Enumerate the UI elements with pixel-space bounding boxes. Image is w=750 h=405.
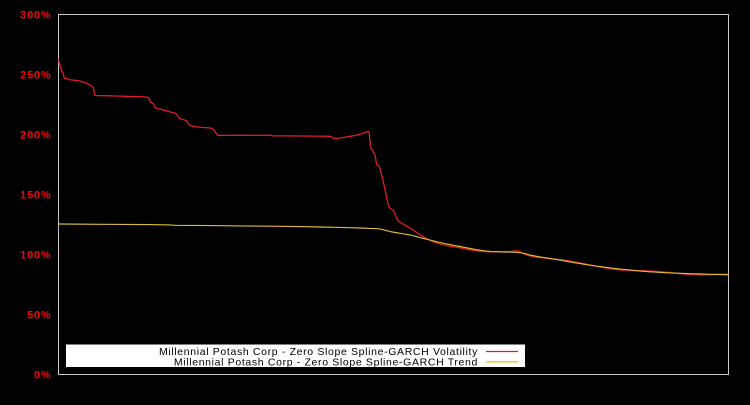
svg-text:0%: 0% [34,370,52,382]
svg-text:300%: 300% [20,10,51,22]
svg-text:100%: 100% [20,250,51,262]
svg-text:250%: 250% [20,70,51,82]
svg-text:Millennial Potash Corp - Zero: Millennial Potash Corp - Zero Slope Spli… [159,346,478,358]
svg-text:200%: 200% [20,130,51,142]
svg-text:150%: 150% [20,190,51,202]
svg-text:50%: 50% [27,310,51,322]
svg-text:Millennial Potash Corp - Zero: Millennial Potash Corp - Zero Slope Spli… [174,357,478,369]
